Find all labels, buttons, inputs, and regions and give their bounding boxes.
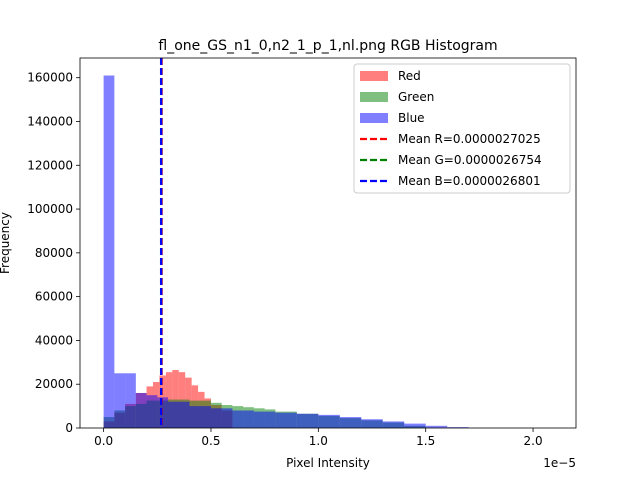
y-tick-label-5: 100000 — [27, 202, 73, 216]
x-tick-label-0: 0.0 — [94, 434, 113, 448]
y-tick-label-7: 140000 — [27, 114, 73, 128]
legend-frame — [353, 63, 571, 194]
legend-label-0: Red — [398, 69, 421, 83]
bar-blue-12 — [296, 413, 319, 428]
legend-label-1: Green — [398, 90, 434, 104]
bar-blue-19 — [447, 427, 469, 428]
y-axis-label: Frequency — [0, 212, 12, 274]
x-tick-label-3: 1.5 — [416, 434, 435, 448]
legend-swatch-red — [360, 71, 388, 81]
bar-blue-1 — [114, 373, 126, 428]
x-tick-label-1: 0.5 — [201, 434, 220, 448]
y-tick-label-6: 120000 — [27, 158, 73, 172]
x-offset-text: 1e−5 — [543, 456, 576, 470]
y-tick-label-4: 80000 — [35, 246, 73, 260]
legend-label-2: Blue — [398, 111, 425, 125]
y-tick-label-2: 40000 — [35, 333, 73, 347]
y-axis: 0 20000 40000 60000 80000 100000 120000 140000 1… — [27, 71, 80, 435]
bar-blue-10 — [253, 411, 276, 428]
bar-blue-4 — [146, 395, 158, 428]
y-tick-label-0: 0 — [65, 421, 73, 435]
legend-label-3: Mean R=0.0000027025 — [398, 132, 541, 146]
bar-blue-9 — [232, 410, 254, 428]
x-axis-label: Pixel Intensity — [286, 456, 370, 470]
bar-blue-16 — [382, 421, 405, 428]
bar-blue-13 — [318, 414, 340, 428]
legend: Red Green Blue Mean R=0.0000027025 Mean G=0.… — [353, 63, 571, 194]
bar-blue-18 — [425, 425, 448, 428]
bar-blue-6 — [168, 401, 190, 428]
mean-lines — [159, 58, 163, 428]
x-tick-label-2: 1.0 — [309, 434, 328, 448]
bar-blue-3 — [135, 392, 147, 428]
legend-label-5: Mean B=0.0000026801 — [398, 174, 541, 188]
bar-blue-14 — [339, 417, 362, 428]
bar-blue-0 — [103, 75, 115, 428]
x-tick-label-4: 2.0 — [524, 434, 543, 448]
legend-swatch-blue — [360, 113, 388, 123]
bar-blue-2 — [125, 373, 136, 428]
y-tick-label-8: 160000 — [27, 71, 73, 85]
bar-blue-11 — [275, 412, 297, 428]
bar-blue-8 — [210, 408, 233, 428]
plot-frame — [79, 57, 577, 429]
x-axis: 0.0 0.5 1.0 1.5 2.0 — [94, 428, 543, 448]
bar-blue-17 — [404, 423, 426, 428]
y-tick-label-3: 60000 — [35, 290, 73, 304]
legend-label-4: Mean G=0.0000026754 — [398, 153, 542, 167]
bar-blue-7 — [189, 406, 211, 428]
bar-red-8 — [172, 369, 179, 428]
chart-title: fl_one_GS_n1_0,n2_1_p_1,nl.png RGB Histo… — [158, 38, 497, 54]
y-tick-label-1: 20000 — [35, 377, 73, 391]
bar-blue-15 — [361, 419, 383, 428]
legend-swatch-green — [360, 92, 388, 102]
